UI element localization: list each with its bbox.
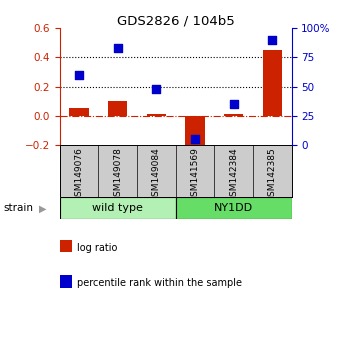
Text: ▶: ▶ [39, 204, 47, 213]
Bar [263, 50, 282, 116]
Point [192, 136, 198, 142]
Bar [176, 197, 292, 219]
Point [269, 37, 275, 43]
Bar [224, 114, 243, 116]
Text: GSM149084: GSM149084 [152, 148, 161, 202]
Point [231, 101, 236, 107]
Bar [185, 116, 205, 149]
Bar [69, 108, 89, 116]
Text: percentile rank within the sample: percentile rank within the sample [77, 278, 242, 288]
Text: GSM142384: GSM142384 [229, 148, 238, 202]
Bar [108, 101, 127, 116]
Point [115, 45, 120, 51]
Text: log ratio: log ratio [77, 243, 117, 253]
Text: GSM149076: GSM149076 [74, 148, 84, 202]
Point [153, 86, 159, 92]
Bar [60, 197, 176, 219]
Text: GSM142385: GSM142385 [268, 148, 277, 202]
Text: strain: strain [3, 204, 33, 213]
Point [76, 72, 82, 78]
Text: GSM141569: GSM141569 [190, 148, 199, 202]
Text: NY1DD: NY1DD [214, 204, 253, 213]
Text: wild type: wild type [92, 204, 143, 213]
Text: GSM149078: GSM149078 [113, 148, 122, 202]
Bar [147, 114, 166, 116]
Title: GDS2826 / 104b5: GDS2826 / 104b5 [117, 14, 235, 27]
